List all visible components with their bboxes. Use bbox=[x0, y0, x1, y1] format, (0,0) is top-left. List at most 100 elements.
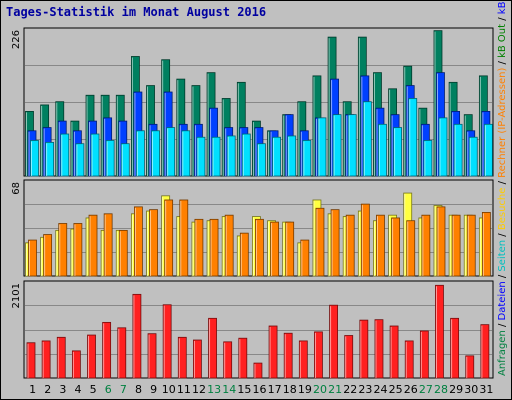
bar-rechner-day-24 bbox=[376, 214, 385, 277]
bar-seiten-day-20 bbox=[317, 117, 327, 177]
bar-seiten-day-31 bbox=[483, 123, 493, 177]
chart-title: Tages-Statistik im Monat August 2016 bbox=[6, 5, 267, 19]
legend-part-8: Rechner (IP-Adressen) bbox=[497, 68, 508, 178]
x-label-day-21: 21 bbox=[328, 383, 342, 396]
bar-seiten-day-19 bbox=[302, 140, 312, 177]
bar-face-rechner bbox=[134, 206, 143, 277]
x-label-day-26: 26 bbox=[404, 383, 418, 396]
bar-face-seiten bbox=[408, 98, 418, 177]
x-label-day-27: 27 bbox=[419, 383, 433, 396]
bar-face-rechner bbox=[255, 218, 264, 277]
bar-rechner-day-14 bbox=[224, 214, 234, 277]
bar-rechner-day-22 bbox=[345, 214, 355, 277]
bar-seiten-day-9 bbox=[151, 130, 160, 177]
x-label-day-12: 12 bbox=[192, 383, 206, 396]
x-label-day-19: 19 bbox=[298, 383, 312, 396]
x-label-day-24: 24 bbox=[374, 383, 388, 396]
bar-face-kb-f bbox=[102, 321, 112, 379]
bar-face-kb-f bbox=[298, 340, 308, 379]
legend-part-7: / bbox=[497, 178, 508, 188]
bar-face-kb-f bbox=[238, 337, 248, 379]
bar-kb-f-day-22 bbox=[344, 335, 354, 379]
x-label-day-14: 14 bbox=[222, 383, 236, 396]
bar-rechner-day-26 bbox=[406, 220, 416, 277]
bar-kb-f-day-13 bbox=[208, 317, 217, 379]
bar-face-seiten bbox=[241, 133, 251, 177]
bar-face-kb-f bbox=[117, 327, 127, 379]
bar-kb-f-day-11 bbox=[177, 336, 187, 379]
x-label-day-15: 15 bbox=[237, 383, 251, 396]
bar-face-rechner bbox=[360, 203, 370, 277]
bar-seiten-day-24 bbox=[378, 123, 387, 177]
bar-kb-f-day-27 bbox=[419, 330, 429, 379]
bar-face-rechner bbox=[406, 220, 416, 277]
bar-rechner-day-4 bbox=[73, 223, 83, 277]
legend-part-5: / bbox=[497, 230, 508, 240]
y-max-label-bottom: 2101 bbox=[11, 283, 22, 308]
bar-face-rechner bbox=[58, 223, 68, 277]
bar-face-rechner bbox=[28, 239, 37, 277]
legend-part-4: Seiten bbox=[497, 240, 508, 272]
bar-face-seiten bbox=[211, 136, 221, 177]
legend: Anfragen / Dateien / Seiten / Besuche / … bbox=[497, 0, 508, 376]
bar-kb-f-day-10 bbox=[162, 304, 172, 379]
x-label-day-2: 2 bbox=[44, 383, 51, 396]
bar-face-rechner bbox=[209, 218, 219, 277]
bar-rechner-day-19 bbox=[300, 239, 310, 277]
bar-face-rechner bbox=[436, 206, 446, 277]
bar-rechner-day-5 bbox=[88, 214, 98, 277]
bar-face-seiten bbox=[90, 133, 100, 177]
bar-rechner-day-6 bbox=[103, 213, 113, 277]
bar-face-kb-f bbox=[253, 362, 263, 379]
bar-face-kb-f bbox=[359, 319, 369, 379]
bar-rechner-day-29 bbox=[451, 214, 461, 277]
x-label-day-31: 31 bbox=[479, 383, 493, 396]
bar-face-seiten bbox=[226, 135, 236, 177]
bar-rechner-day-16 bbox=[255, 218, 264, 277]
bar-face-kb-f bbox=[344, 335, 354, 379]
x-label-day-5: 5 bbox=[90, 383, 97, 396]
chart-panels bbox=[23, 27, 494, 379]
x-label-day-30: 30 bbox=[464, 383, 478, 396]
bar-face-rechner bbox=[88, 214, 98, 277]
bar-face-kb-f bbox=[223, 341, 233, 379]
bar-kb-f-day-30 bbox=[465, 355, 475, 379]
bar-rechner-day-12 bbox=[194, 218, 204, 277]
bar-face-kb-f bbox=[374, 319, 384, 379]
bar-face-seiten bbox=[136, 130, 145, 177]
bar-kb-f-day-3 bbox=[56, 336, 66, 379]
bar-face-rechner bbox=[315, 207, 325, 277]
bar-face-kb-f bbox=[177, 336, 187, 379]
bar-rechner-day-15 bbox=[239, 232, 249, 277]
bar-face-rechner bbox=[451, 214, 461, 277]
bar-face-kb-f bbox=[208, 317, 217, 379]
bar-rechner-day-23 bbox=[360, 203, 370, 277]
bar-kb-f-day-26 bbox=[404, 340, 414, 379]
bar-rechner-day-8 bbox=[134, 206, 143, 277]
x-label-day-10: 10 bbox=[162, 383, 176, 396]
bar-face-seiten bbox=[287, 135, 297, 177]
legend-part-9: / bbox=[497, 58, 508, 68]
bar-seiten-day-1 bbox=[30, 140, 39, 177]
bar-face-rechner bbox=[194, 218, 204, 277]
bar-face-kb-f bbox=[480, 324, 490, 379]
bar-face-seiten bbox=[362, 101, 372, 177]
bar-seiten-day-13 bbox=[211, 136, 221, 177]
bar-kb-f-day-17 bbox=[268, 325, 278, 379]
bar-rechner-day-30 bbox=[466, 214, 476, 277]
x-label-day-16: 16 bbox=[253, 383, 267, 396]
bar-face-kb-f bbox=[389, 325, 399, 379]
bar-face-seiten bbox=[30, 140, 39, 177]
legend-part-6: Besuche bbox=[497, 188, 508, 231]
bar-kb-f-day-16 bbox=[253, 362, 263, 379]
x-label-day-7: 7 bbox=[120, 383, 127, 396]
bar-rechner-day-11 bbox=[179, 199, 189, 277]
legend-part-11: / bbox=[497, 14, 508, 24]
bar-seiten-day-7 bbox=[120, 143, 130, 177]
bar-face-seiten bbox=[60, 133, 70, 177]
y-max-labels: 226 68 2101 bbox=[11, 30, 22, 308]
bar-seiten-day-28 bbox=[438, 117, 448, 177]
bar-seiten-day-27 bbox=[423, 140, 433, 177]
bar-kb-f-day-29 bbox=[450, 317, 460, 379]
